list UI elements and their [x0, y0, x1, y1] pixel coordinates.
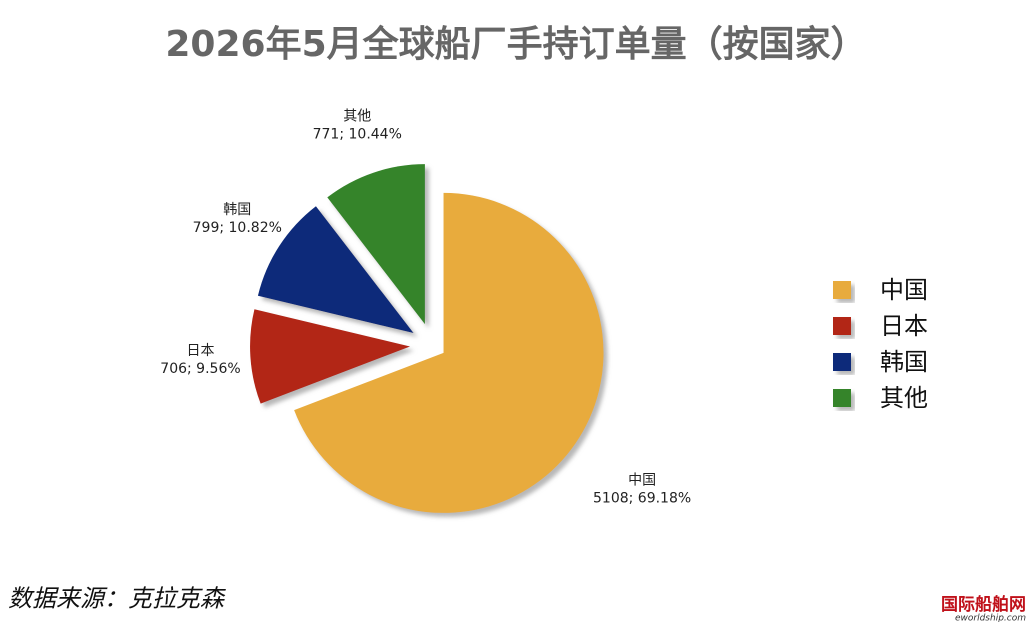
legend-label: 其他: [880, 384, 928, 412]
value-label: 5108; 69.18%: [593, 490, 691, 506]
legend-label: 日本: [880, 312, 928, 340]
value-label: 799; 10.82%: [193, 220, 282, 236]
legend-label: 韩国: [880, 348, 928, 376]
slice-name: 日本: [186, 343, 214, 359]
value-label: 771; 10.44%: [313, 126, 402, 142]
value-label: 706; 9.56%: [160, 361, 240, 377]
slice-name: 韩国: [223, 202, 251, 218]
slice-name: 其他: [343, 108, 371, 124]
legend-swatch: [833, 281, 851, 299]
labels: 中国 5108; 69.18% 日本 706; 9.56% 韩国 799; 10.82% 其…: [160, 108, 691, 506]
legend-swatch: [833, 353, 851, 371]
pie: [250, 164, 604, 513]
source-note: 数据来源：克拉克森: [8, 585, 226, 613]
pie-slice: [250, 309, 411, 404]
pie-slice: [257, 206, 414, 334]
pie-slice: [327, 164, 425, 325]
logo-url: eworldship.com: [955, 614, 1026, 622]
pie-slice: [294, 192, 604, 513]
legend-swatch: [833, 317, 851, 335]
logo-name: 国际船舶网: [941, 594, 1026, 615]
chart-title: 2026年5月全球船厂手持订单量（按国家）: [165, 23, 866, 65]
legend-label: 中国: [880, 276, 928, 304]
slice-name: 中国: [628, 472, 656, 488]
legend-swatch: [833, 389, 851, 407]
